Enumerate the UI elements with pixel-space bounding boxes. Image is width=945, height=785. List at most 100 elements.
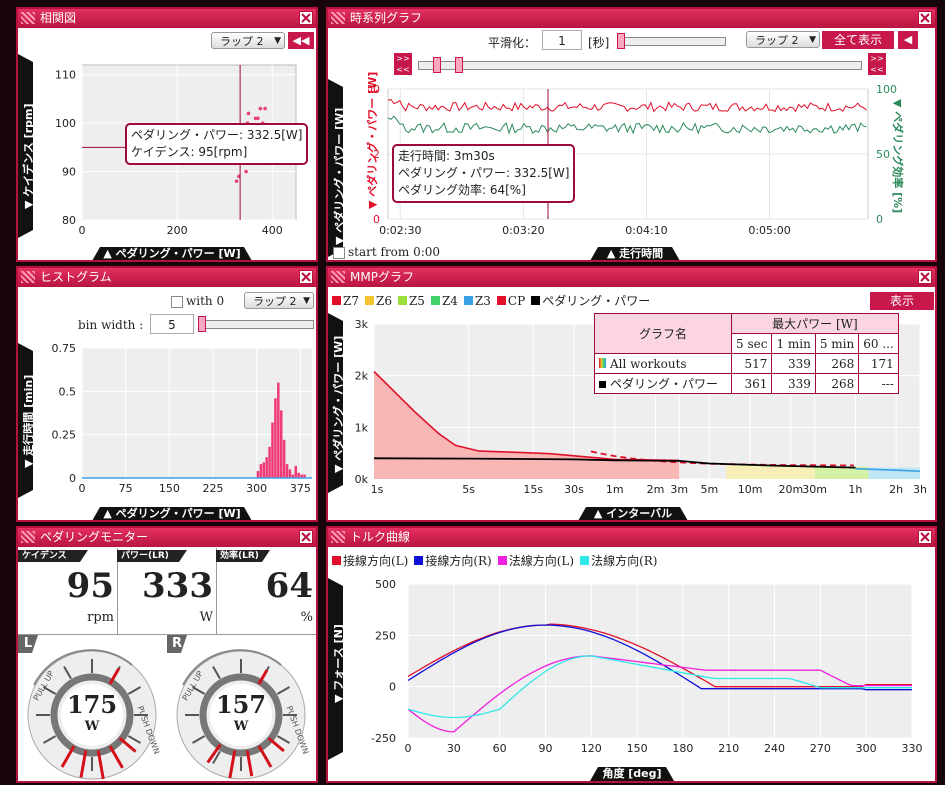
power-label: パワー(LR) <box>117 550 187 562</box>
lap-select[interactable]: ラップ 2 ▼ <box>244 292 314 309</box>
x-tick-label: 5m <box>700 483 718 496</box>
force-vector <box>108 745 124 769</box>
x-tick-label: 60 <box>493 742 507 755</box>
smoothing-label: 平滑化： <box>488 36 537 50</box>
histogram-bar <box>285 464 289 478</box>
x-tick-label: 0 <box>405 742 412 755</box>
legend-item[interactable]: Z7 <box>332 294 359 308</box>
smoothing-slider[interactable] <box>618 37 726 46</box>
scatter-panel: 相関図 ラップ 2 ▼ ◀◀ ▼ ケイデンス [rpm] ▲ ペダリング・パワー … <box>16 7 318 262</box>
legend-item[interactable]: Z4 <box>430 294 458 308</box>
torque-panel: トルク曲線 接線方向(L) 接線方向(R) 法線方向(L) 法線方向(R) ▼ フォー… <box>326 526 937 783</box>
gauge-tick <box>43 735 57 744</box>
range-right-arrows-icon[interactable]: >> << <box>868 53 886 75</box>
gauge-tick <box>192 735 206 744</box>
x-axis-bar: ▲ ペダリング・パワー [W] <box>92 507 252 521</box>
legend-item[interactable]: CP <box>496 294 525 308</box>
legend-item[interactable]: Z3 <box>463 294 491 308</box>
torque-chart: 0 30 60 90 120 150 180 210 240 270 300 330 500 250 0 -2… <box>371 578 922 755</box>
range-slider[interactable] <box>418 61 862 70</box>
histogram-bar <box>291 474 295 478</box>
smoothing-input[interactable]: 1 <box>542 30 582 50</box>
lap-select[interactable]: ラップ 2 ▼ <box>211 32 285 49</box>
y-axis-bar <box>18 343 33 498</box>
x-tick-label: 90 <box>538 742 552 755</box>
legend-item[interactable]: 法線方向(R) <box>580 554 658 568</box>
force-vector <box>60 745 76 768</box>
binwidth-slider-thumb[interactable] <box>198 316 206 332</box>
legend-item[interactable]: Z6 <box>364 294 392 308</box>
y-tick-label: 0 <box>389 681 396 694</box>
y-tick-label: 2k <box>355 370 369 383</box>
x-tick-label: 3m <box>670 483 688 496</box>
mmp-table-header-max: 最大パワー [W] <box>731 313 899 334</box>
mmp-table: グラフ名 最大パワー [W] 5 sec 1 min 5 min 60 ... All… <box>594 313 899 394</box>
y-tick-label: 90 <box>62 166 76 179</box>
torque-legend: 接線方向(L) 接線方向(R) 法線方向(L) 法線方向(R) <box>332 552 664 569</box>
timeseries-panel: 時系列グラフ 平滑化： 1 [秒] ラップ 2 ▼ 全て表示 ◀ >> << >> <… <box>326 7 937 262</box>
power-value: 333 <box>142 566 213 606</box>
power-unit: W <box>199 610 213 625</box>
show-all-button[interactable]: 全て表示 <box>822 31 894 49</box>
legend-item[interactable]: Z5 <box>397 294 425 308</box>
table-row[interactable]: ペダリング・パワー 361 339 268 --- <box>594 373 899 394</box>
y-tick-label: 100 <box>55 117 76 130</box>
force-vector <box>118 736 137 753</box>
scatter-tooltip: ペダリング・パワー: 332.5[W] ケイデンス: 95[rpm] <box>125 123 309 165</box>
start-from-checkbox[interactable] <box>333 247 345 259</box>
x-tick-label: 240 <box>764 742 785 755</box>
force-vector <box>96 750 105 780</box>
range-left-arrows-icon[interactable]: >> << <box>394 53 412 75</box>
histogram-bar <box>297 472 300 478</box>
range-thumb-end[interactable] <box>455 57 463 73</box>
close-icon[interactable] <box>299 11 313 25</box>
close-icon[interactable] <box>299 270 313 284</box>
table-row[interactable]: All workouts 517 339 268 171 <box>594 353 899 374</box>
scatter-point <box>258 106 263 111</box>
cell: 171 <box>858 353 899 374</box>
monitor-cell-power: パワー(LR) 333 W <box>117 548 217 635</box>
gauge-arc <box>182 649 282 686</box>
gauge-inner-ring <box>199 673 283 757</box>
mmp-show-button[interactable]: 表示 <box>870 292 934 310</box>
cell: 339 <box>771 373 816 394</box>
scatter-point <box>256 116 260 121</box>
close-icon[interactable] <box>299 530 313 544</box>
gauge-tick <box>63 666 72 680</box>
timeseries-title: 時系列グラフ <box>350 11 423 25</box>
range-thumb-start[interactable] <box>433 57 441 73</box>
x-tick-label: 75 <box>119 482 133 494</box>
x-axis-bar: ▲ 走行時間 <box>590 247 680 261</box>
start-from-label: start from 0:00 <box>348 245 441 259</box>
legend-item[interactable]: 接線方向(R) <box>414 554 492 568</box>
smoothing-slider-thumb[interactable] <box>617 33 625 49</box>
legend-item[interactable]: 法線方向(L) <box>497 554 574 568</box>
x-tick-label: 0 <box>79 224 86 237</box>
y-tick-label: 500 <box>375 578 396 591</box>
cadence-label: ケイデンス <box>18 550 88 562</box>
close-icon[interactable] <box>918 530 932 544</box>
y-axis-bar <box>18 54 33 238</box>
binwidth-slider[interactable] <box>200 320 314 329</box>
lap-select[interactable]: ラップ 2 ▼ <box>746 31 820 48</box>
left-power-value: 175 <box>66 690 118 719</box>
x-tick-label: 1s <box>371 483 384 496</box>
legend-item[interactable]: 接線方向(L) <box>332 554 408 568</box>
close-icon[interactable] <box>918 11 932 25</box>
close-icon[interactable] <box>918 270 932 284</box>
y-tick-label: 0.75 <box>52 344 77 355</box>
histogram-bar <box>256 471 260 478</box>
binwidth-input[interactable]: 5 <box>150 314 194 334</box>
mmp-col-60: 60 ... <box>858 333 899 354</box>
with0-checkbox[interactable] <box>171 296 183 308</box>
collapse-arrow-icon[interactable]: ◀ <box>898 31 918 49</box>
collapse-arrows-icon[interactable]: ◀◀ <box>288 32 314 49</box>
smoothing-unit: [秒] <box>588 36 610 50</box>
x-tick-label: 1h <box>848 483 862 496</box>
legend-item[interactable]: ペダリング・パワー <box>531 294 650 308</box>
tangential-right-line <box>407 624 912 691</box>
force-vector <box>206 743 222 764</box>
efficiency-unit: % <box>300 610 313 625</box>
cadence-value: 95 <box>66 566 114 606</box>
